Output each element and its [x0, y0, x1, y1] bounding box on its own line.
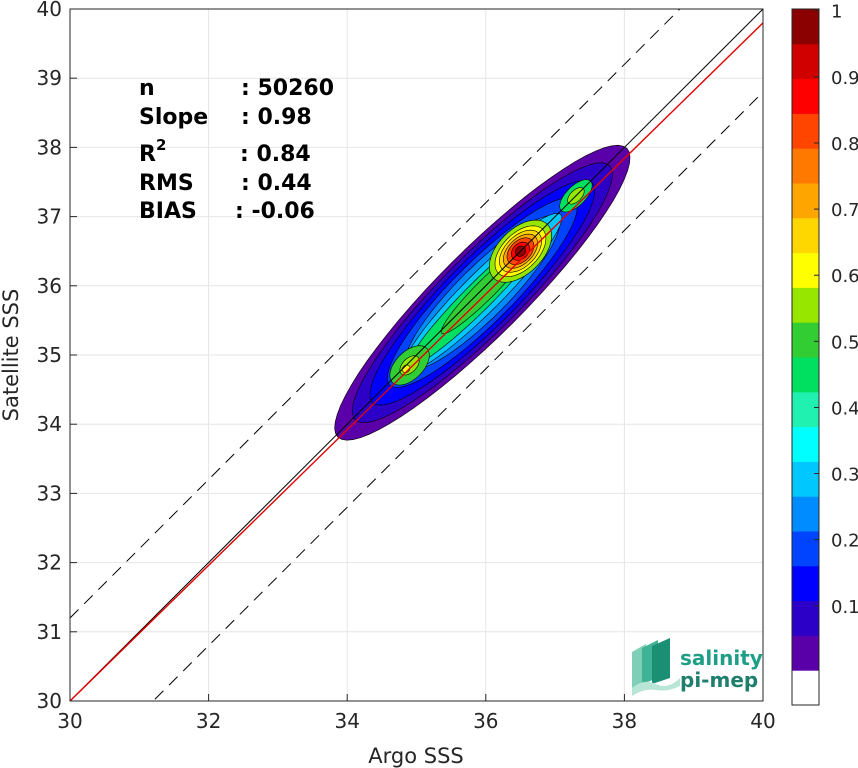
colorbar-tick-label: 0.3	[831, 465, 858, 486]
stat-r2-sup: 2	[156, 136, 166, 154]
stats-box: n : 50260 Slope : 0.98 R 2 : 0.84 RMS : …	[139, 76, 334, 224]
colorbar-swatch	[792, 9, 819, 45]
colorbar-tick-label: 0.1	[831, 597, 858, 618]
colorbar-swatch	[792, 252, 819, 288]
y-tick-label: 37	[37, 205, 62, 229]
reference-lines	[70, 9, 763, 701]
logo-text-salinity: salinity	[680, 646, 763, 670]
colorbar-tick-label: 0.6	[831, 266, 858, 287]
x-tick-label: 40	[750, 709, 775, 733]
stat-r2-label: R	[139, 142, 156, 167]
x-tick-label: 32	[196, 709, 221, 733]
colorbar	[792, 9, 819, 706]
y-tick-label: 38	[37, 135, 62, 159]
salinity-pimep-logo: salinity pi-mep	[632, 638, 763, 696]
colorbar-swatch	[792, 426, 819, 462]
colorbar-swatch	[792, 148, 819, 184]
colorbar-ticks: 0.1 0.2 0.3 0.4 0.5 0.6 0.7 0.8 0.9 1	[814, 2, 858, 618]
colorbar-swatch	[792, 78, 819, 114]
colorbar-tick-label: 0.2	[831, 531, 858, 552]
y-axis-ticks: 30 31 32 33 34 35 36 37 38 39 40	[37, 0, 77, 713]
colorbar-swatch	[792, 635, 819, 671]
stat-rms-value: : 0.44	[241, 171, 312, 196]
x-tick-label: 38	[612, 709, 637, 733]
stat-n-label: n	[139, 76, 155, 101]
stat-slope-value: : 0.98	[241, 105, 312, 130]
x-tick-label: 30	[57, 709, 82, 733]
stat-n-value: : 50260	[241, 76, 334, 101]
stat-slope-label: Slope	[139, 105, 208, 130]
colorbar-swatch	[792, 670, 819, 706]
y-tick-label: 34	[37, 412, 62, 436]
logo-text-pimep: pi-mep	[680, 668, 758, 692]
colorbar-swatch	[792, 183, 819, 219]
colorbar-swatch	[792, 600, 819, 636]
colorbar-swatch	[792, 357, 819, 393]
colorbar-tick-label: 0.9	[831, 68, 858, 89]
dashed-bound-line	[152, 91, 763, 701]
identity-line	[70, 9, 763, 701]
stat-bias-label: BIAS	[139, 199, 197, 224]
logo-waves-icon	[632, 638, 680, 696]
x-tick-label: 36	[473, 709, 498, 733]
colorbar-swatch	[792, 565, 819, 602]
y-tick-label: 30	[37, 689, 62, 713]
colorbar-swatch	[792, 531, 819, 567]
x-tick-label: 34	[334, 709, 359, 733]
y-tick-label: 40	[37, 0, 62, 21]
x-axis-ticks: 30 32 34 36 38 40	[57, 694, 776, 733]
y-tick-label: 33	[37, 481, 62, 505]
stat-r2-value: : 0.84	[240, 142, 311, 167]
colorbar-tick-label: 0.4	[831, 398, 858, 419]
dashed-bound-line	[70, 9, 681, 619]
colorbar-swatch	[792, 322, 819, 358]
stat-rms-label: RMS	[139, 171, 194, 196]
x-axis-label: Argo SSS	[368, 744, 463, 768]
y-tick-label: 35	[37, 343, 62, 367]
colorbar-tick-label: 0.7	[831, 200, 858, 221]
colorbar-swatch	[792, 217, 819, 254]
colorbar-swatch	[792, 391, 819, 428]
y-axis-label: Satellite SSS	[0, 289, 23, 422]
y-tick-label: 39	[37, 66, 62, 90]
colorbar-swatch	[792, 287, 819, 323]
colorbar-swatch	[792, 496, 819, 532]
colorbar-frame	[791, 8, 820, 706]
colorbar-tick-label: 0.5	[831, 332, 858, 353]
colorbar-swatch	[792, 461, 819, 497]
y-tick-label: 31	[37, 620, 62, 644]
colorbar-tick-label: 0.8	[831, 134, 858, 155]
stat-bias-value: : -0.06	[235, 199, 315, 224]
colorbar-swatch	[792, 43, 819, 80]
y-tick-label: 36	[37, 274, 62, 298]
regression-line	[70, 22, 763, 701]
grid	[69, 8, 764, 702]
y-tick-label: 32	[37, 551, 62, 575]
colorbar-tick-label: 1	[831, 2, 842, 23]
